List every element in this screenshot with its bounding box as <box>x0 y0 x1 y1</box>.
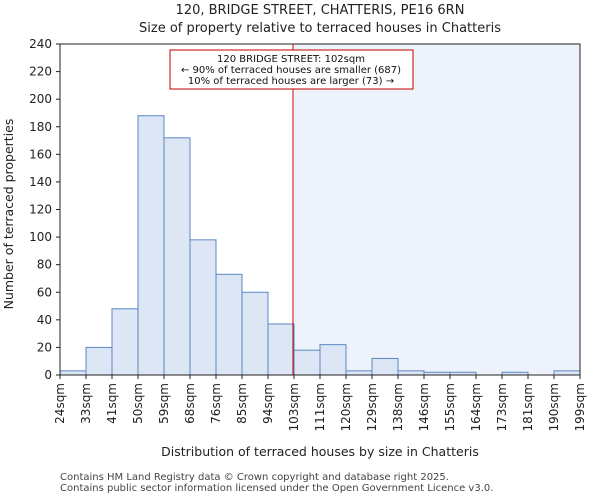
bar-33sqm <box>85 346 113 376</box>
x-tick-label: 111sqm <box>313 383 327 431</box>
x-tick-label: 129sqm <box>365 383 379 431</box>
y-axis-ticks: 0 20 40 60 80 100 120 140 160 180 200 220 240 <box>29 37 60 382</box>
chart-subtitle: Size of property relative to terraced ho… <box>139 21 501 36</box>
bar-129sqm <box>371 357 399 376</box>
footer-line-1: Contains HM Land Registry data © Crown c… <box>60 472 449 483</box>
chart-title: 120, BRIDGE STREET, CHATTERIS, PE16 6RN <box>176 3 465 18</box>
bar-50sqm <box>137 115 165 376</box>
x-tick-label: 59sqm <box>157 383 171 424</box>
x-tick-label: 41sqm <box>105 383 119 424</box>
annotation-box: 120 BRIDGE STREET: 102sqm ← 90% of terra… <box>169 49 414 90</box>
bar-103sqm <box>293 349 321 376</box>
bar-120sqm <box>345 370 373 376</box>
bar-76sqm <box>215 273 243 376</box>
x-tick-label: 50sqm <box>131 383 145 424</box>
x-tick-label: 76sqm <box>209 383 223 424</box>
x-tick-label: 155sqm <box>443 383 457 431</box>
x-tick-label: 120sqm <box>339 383 353 431</box>
bar-190sqm <box>553 370 581 376</box>
y-tick-label: 60 <box>37 285 52 299</box>
y-tick-label: 120 <box>29 203 52 217</box>
bar-138sqm <box>397 370 425 376</box>
bar-68sqm <box>189 239 217 376</box>
x-tick-label: 94sqm <box>261 383 275 424</box>
annotation-line-1: 120 BRIDGE STREET: 102sqm <box>217 54 365 65</box>
bar-111sqm <box>319 344 347 376</box>
x-tick-label: 33sqm <box>79 383 93 424</box>
y-tick-label: 220 <box>29 65 52 79</box>
plot-frame <box>59 43 581 376</box>
x-tick-label: 146sqm <box>417 383 431 431</box>
y-tick-label: 200 <box>29 92 52 106</box>
bar-24sqm <box>59 370 87 376</box>
y-tick-label: 0 <box>44 368 52 382</box>
x-tick-label: 190sqm <box>547 383 561 431</box>
annotation-frame <box>169 49 414 90</box>
bar-94sqm <box>267 323 295 376</box>
annotation-line-2: ← 90% of terraced houses are smaller (68… <box>181 65 401 76</box>
y-tick-label: 240 <box>29 37 52 51</box>
bar-85sqm <box>241 291 269 376</box>
annotation-line-3: 10% of terraced houses are larger (73) → <box>188 76 394 87</box>
bar-41sqm <box>111 308 139 376</box>
y-tick-label: 80 <box>37 258 52 272</box>
y-tick-label: 40 <box>37 313 52 327</box>
x-tick-label: 85sqm <box>235 383 249 424</box>
footer-line-2: Contains public sector information licen… <box>60 483 494 494</box>
x-axis-ticks: 24sqm 33sqm 41sqm 50sqm 59sqm 68sqm 76sqm 85sqm… <box>53 375 587 431</box>
x-tick-label: 164sqm <box>469 383 483 431</box>
x-tick-label: 24sqm <box>53 383 67 424</box>
y-tick-label: 180 <box>29 120 52 134</box>
y-axis-label: Number of terraced properties <box>1 119 16 310</box>
larger-properties-region <box>294 44 580 375</box>
y-tick-label: 140 <box>29 175 52 189</box>
x-tick-label: 199sqm <box>573 383 587 431</box>
bar-59sqm <box>163 137 191 376</box>
x-tick-label: 181sqm <box>521 383 535 431</box>
x-axis-label: Distribution of terraced houses by size … <box>161 444 479 459</box>
y-tick-label: 100 <box>29 230 52 244</box>
x-tick-label: 68sqm <box>183 383 197 424</box>
y-tick-label: 160 <box>29 147 52 161</box>
x-tick-label: 138sqm <box>391 383 405 431</box>
bar-series <box>59 115 581 376</box>
x-tick-label: 173sqm <box>495 383 509 431</box>
x-tick-label: 103sqm <box>287 383 301 431</box>
y-tick-label: 20 <box>37 340 52 354</box>
